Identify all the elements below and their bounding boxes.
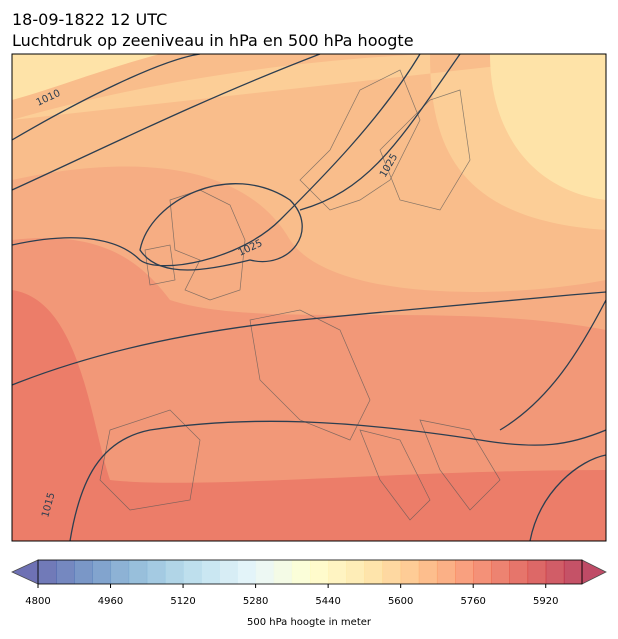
map: 1010 1025 1025 1015 <box>12 54 606 541</box>
isobar <box>299 54 461 211</box>
colorbar-bin <box>38 560 57 584</box>
colorbar-tick-label: 5280 <box>243 596 268 607</box>
colorbar-bin <box>545 560 565 584</box>
isobar <box>12 291 606 386</box>
colorbar-bin <box>237 560 257 584</box>
colorbar-tick-label: 5440 <box>315 596 340 607</box>
colorbar: 4800 4960 5120 5280 5440 5600 5760 5920 <box>11 559 607 607</box>
colorbar-bin <box>56 560 75 584</box>
colorbar-bin <box>563 560 583 584</box>
colorbar-tick-label: 5760 <box>460 596 485 607</box>
isobar <box>12 54 421 267</box>
map-frame <box>11 53 607 542</box>
colorbar-bin <box>455 560 474 584</box>
colorbar-tick-label: 5600 <box>388 596 413 607</box>
colorbar-extend-high <box>581 559 607 585</box>
band <box>12 54 606 200</box>
colorbar-tick-label: 4960 <box>98 596 123 607</box>
colorbar-bin <box>110 560 130 584</box>
colorbar-bin <box>219 560 238 584</box>
colorbar-tick-label: 5120 <box>170 596 195 607</box>
title-desc: Luchtdruk op zeeniveau in hPa en 500 hPa… <box>12 31 414 50</box>
colorbar-bin <box>491 560 510 584</box>
colorbar-bin <box>527 560 547 584</box>
colorbar-bin <box>273 560 293 584</box>
colorbar-tick-label: 5920 <box>533 596 558 607</box>
colorbar-bin <box>92 560 112 584</box>
isobar <box>12 54 321 191</box>
colorbar-bin <box>473 560 492 584</box>
colorbar-bin <box>183 560 202 584</box>
colorbar-bin <box>328 560 347 584</box>
colorbar-bin <box>364 560 384 584</box>
colorbar-bin <box>146 560 166 584</box>
isobar <box>139 183 303 271</box>
colorbar-bin <box>255 560 275 584</box>
colorbar-label: 500 hPa hoogte in meter <box>247 617 372 628</box>
colorbar-bin <box>310 560 329 584</box>
coastline <box>99 69 501 521</box>
colorbar-bin <box>291 560 311 584</box>
colorbar-bin <box>382 560 402 584</box>
isobar <box>529 454 606 541</box>
colorbar-tick-label: 4800 <box>25 596 50 607</box>
title-date: 18-09-1822 12 UTC <box>12 10 167 29</box>
isobar <box>69 420 606 541</box>
colorbar-bin <box>509 560 529 584</box>
colorbar-frame <box>37 559 583 585</box>
colorbar-bin <box>164 560 184 584</box>
colorbar-bin <box>201 560 220 584</box>
colorbar-extend-low <box>11 559 39 585</box>
band <box>12 54 606 230</box>
colorbar-bin <box>74 560 93 584</box>
colorbar-bin <box>400 560 420 584</box>
colorbar-bin <box>346 560 365 584</box>
isobar <box>499 299 606 431</box>
colorbar-bin <box>128 560 148 584</box>
isobar <box>12 54 201 141</box>
colorbar-bin <box>436 560 456 584</box>
colorbar-bin <box>418 560 438 584</box>
